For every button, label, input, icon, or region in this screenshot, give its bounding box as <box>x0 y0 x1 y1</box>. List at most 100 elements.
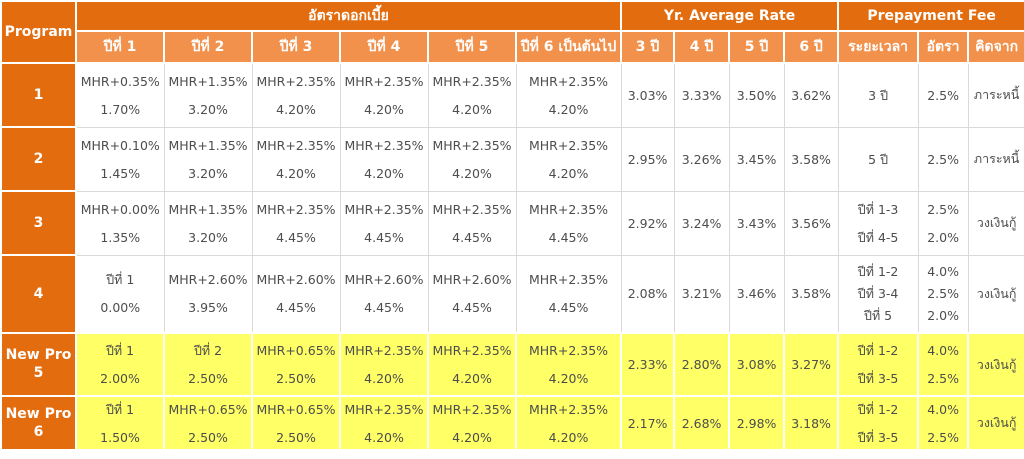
prepay-period-line: ปีที่ 5 <box>864 308 893 324</box>
table-row: 1 MHR+0.35% 1.70% MHR+1.35% 3.20% MHR+2.35% 4.… <box>0 62 1024 128</box>
rate-line: 4.20% <box>548 165 589 181</box>
rate-cell: MHR+2.35% 4.20% <box>339 62 429 128</box>
rate-line: 4.45% <box>276 229 316 245</box>
subheader-year-cell: ปีที่ 6 เป็นต้นไป <box>514 30 623 64</box>
rate-cell: MHR+0.35% 1.70% <box>75 62 165 128</box>
rate-cell: MHR+2.35% 4.20% <box>514 395 623 451</box>
rate-cell: MHR+2.35% 4.20% <box>427 395 517 451</box>
avg-rate-cell: 3.08% <box>728 332 786 397</box>
rate-line: 3.95% <box>188 300 228 316</box>
rate-line: MHR+2.35% <box>432 137 512 153</box>
rate-line: MHR+2.35% <box>432 401 512 417</box>
prepay-rate-cell: 4.0% 2.5% <box>917 332 970 397</box>
subheader-year-cell: ปีที่ 3 <box>251 30 341 64</box>
program-cell: New Pro 5 <box>0 332 77 397</box>
rate-line: MHR+2.35% <box>432 343 512 358</box>
rate-cell: MHR+0.65% 2.50% <box>163 395 253 451</box>
prepay-rate-line: 4.0% <box>927 343 959 358</box>
rate-line: MHR+2.35% <box>528 73 609 89</box>
program-label: New Pro <box>5 347 72 363</box>
prepay-rate-line: 2.5% <box>927 87 959 103</box>
prepay-period-cell: ปีที่ 1-3 ปีที่ 4-5 <box>837 190 919 256</box>
table-row: 2 MHR+0.10% 1.45% MHR+1.35% 3.20% MHR+2.35% 4.… <box>0 126 1024 192</box>
rate-line: 4.20% <box>548 101 589 117</box>
program-label: 3 <box>33 214 44 231</box>
avg-rate-cell: 3.24% <box>673 190 730 256</box>
rate-line: MHR+2.35% <box>528 401 609 417</box>
avg-rate-cell: 3.58% <box>783 126 839 192</box>
rate-line: ปีที่ 2 <box>193 343 223 358</box>
rate-cell: MHR+1.35% 3.20% <box>163 126 253 192</box>
rate-line: MHR+2.35% <box>432 201 512 217</box>
rate-line: 0.00% <box>100 300 141 316</box>
avg-rate-cell: 2.98% <box>728 395 786 451</box>
prepay-period-line: ปีที่ 4-5 <box>857 229 899 245</box>
subheader-year-cell: ปีที่ 2 <box>163 30 253 64</box>
avg-rate-cell: 2.95% <box>620 126 675 192</box>
avg-rate-cell: 3.03% <box>620 62 675 128</box>
rate-cell: MHR+2.60% 4.45% <box>339 254 429 334</box>
prepay-period-line: ปีที่ 3-5 <box>857 429 899 445</box>
prepay-rate-cell: 4.0% 2.5% <box>917 395 970 451</box>
rate-cell: MHR+0.10% 1.45% <box>75 126 165 192</box>
rate-line: MHR+2.60% <box>432 272 512 288</box>
program-label: 1 <box>33 86 44 103</box>
rate-line: 2.50% <box>188 371 228 386</box>
rate-line: 1.70% <box>100 101 141 117</box>
rate-line: 4.20% <box>364 371 404 386</box>
program-cell: 2 <box>0 126 77 192</box>
subheader-prepayment-cell: ระยะเวลา <box>837 30 920 64</box>
prepay-period-line: ปีที่ 1-2 <box>857 264 899 280</box>
rate-line: 4.20% <box>276 165 316 181</box>
rate-line: MHR+2.60% <box>256 272 336 288</box>
rate-line: 4.20% <box>452 429 492 445</box>
rate-cell: ปีที่ 1 1.50% <box>75 395 165 451</box>
rate-line: MHR+2.35% <box>344 137 424 153</box>
interest-rate-group-header: อัตราดอกเบี้ย <box>74 0 623 32</box>
table-row: New Pro 5 ปีที่ 1 2.00% ปีที่ 2 2.50% MHR+0.65… <box>0 332 1024 397</box>
table-body: 1 MHR+0.35% 1.70% MHR+1.35% 3.20% MHR+2.35% 4.… <box>0 62 1024 451</box>
rate-line: 4.20% <box>548 371 589 386</box>
rate-line: MHR+2.35% <box>344 201 424 217</box>
rate-line: MHR+2.35% <box>344 401 424 417</box>
rate-cell: MHR+2.35% 4.45% <box>339 190 429 256</box>
rate-line: 4.45% <box>548 229 589 245</box>
rate-line: MHR+1.35% <box>168 201 248 217</box>
prepay-period-cell: 3 ปี <box>837 62 919 128</box>
rate-cell: MHR+0.65% 2.50% <box>251 332 341 397</box>
rate-line: MHR+2.35% <box>528 137 609 153</box>
program-label: 5 <box>33 365 44 381</box>
rate-cell: MHR+2.35% 4.20% <box>427 126 517 192</box>
avg-rate-cell: 3.45% <box>728 126 785 192</box>
rate-line: MHR+2.35% <box>256 137 336 153</box>
avg-rate-cell: 3.18% <box>783 395 840 451</box>
rate-line: MHR+2.35% <box>256 201 336 217</box>
avg-rate-cell: 3.56% <box>783 190 839 256</box>
rate-line: 4.45% <box>452 229 492 245</box>
program-cell: 3 <box>0 190 77 256</box>
group-header-row: Program อัตราดอกเบี้ย Yr. Average Rate P… <box>0 0 1024 64</box>
prepayment-fee-group-header: Prepayment Fee <box>837 0 1024 32</box>
subheader-year-cell: ปีที่ 5 <box>427 30 517 64</box>
prepay-rate-cell: 2.5% 2.0% <box>917 190 969 256</box>
rate-cell: MHR+2.35% 4.45% <box>251 190 341 256</box>
prepay-period-line: 3 ปี <box>868 87 889 103</box>
table-header: Program อัตราดอกเบี้ย Yr. Average Rate P… <box>0 0 1024 64</box>
avg-rate-cell: 2.08% <box>620 254 675 334</box>
rate-cell: MHR+2.35% 4.20% <box>339 126 429 192</box>
prepay-period-line: ปีที่ 1-3 <box>857 201 899 217</box>
rate-cell: MHR+2.35% 4.45% <box>427 190 517 256</box>
rate-line: MHR+0.65% <box>168 401 248 417</box>
rate-line: 1.50% <box>100 429 140 445</box>
prepay-period-line: ปีที่ 3-5 <box>857 371 899 386</box>
avg-rate-cell: 2.17% <box>620 395 676 451</box>
rate-line: 2.50% <box>276 429 316 445</box>
prepay-rate-line: 2.5% <box>927 201 959 217</box>
rate-line: MHR+2.35% <box>256 73 336 89</box>
rate-line: MHR+0.10% <box>80 137 160 153</box>
subheader-avg-year-cell: 4 ปี <box>673 30 731 64</box>
rate-line: 3.20% <box>188 229 228 245</box>
rate-line: 2.00% <box>100 371 140 386</box>
prepay-basis-cell: วงเงินกู้ <box>967 254 1024 334</box>
